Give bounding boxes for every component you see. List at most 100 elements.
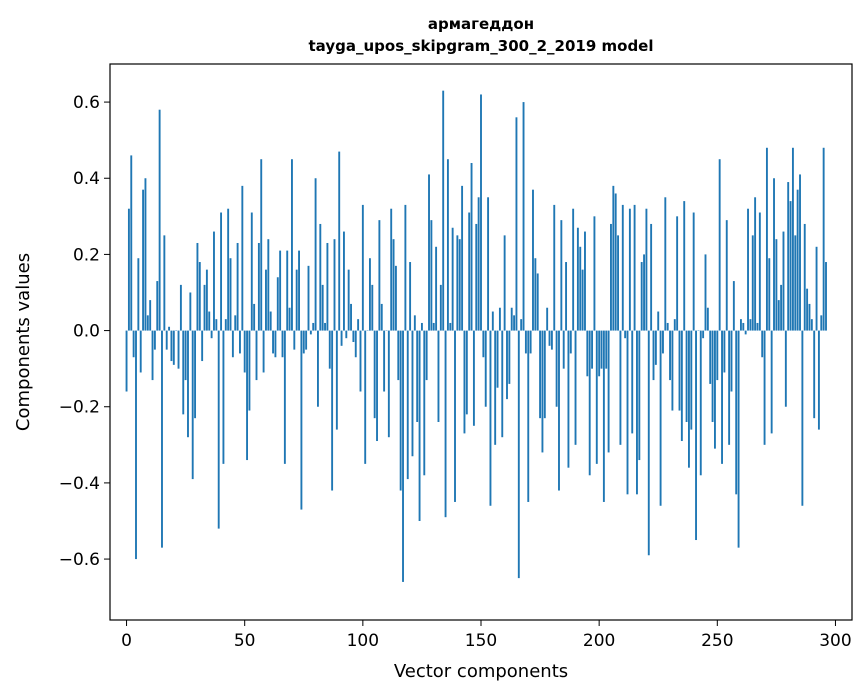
bar-83 xyxy=(321,284,324,331)
bar-68 xyxy=(286,250,289,331)
bar-199 xyxy=(595,330,598,464)
bar-158 xyxy=(498,307,501,331)
bar-165 xyxy=(515,117,518,331)
bar-234 xyxy=(678,330,681,411)
bar-28 xyxy=(191,330,194,480)
bar-152 xyxy=(484,330,487,407)
bar-191 xyxy=(576,227,579,331)
bar-293 xyxy=(817,330,820,430)
bar-44 xyxy=(229,258,232,331)
bar-73 xyxy=(298,250,300,331)
bar-87 xyxy=(331,330,334,491)
bar-99 xyxy=(359,330,362,392)
bar-250 xyxy=(716,330,719,381)
y-axis-ticks: −0.6 −0.4 −0.2 0.0 0.2 0.4 0.6 xyxy=(59,93,110,570)
bar-166 xyxy=(517,330,520,579)
bar-71 xyxy=(293,330,296,350)
bar-86 xyxy=(328,330,331,369)
bar-129 xyxy=(430,220,433,331)
bar-23 xyxy=(179,284,182,331)
bar-185 xyxy=(562,330,565,369)
bars-group xyxy=(125,90,827,582)
bar-37 xyxy=(213,231,215,331)
bar-148 xyxy=(475,223,478,331)
bar-138 xyxy=(451,227,454,331)
bar-245 xyxy=(704,254,707,331)
bar-70 xyxy=(291,159,293,331)
bar-160 xyxy=(503,235,506,331)
bar-263 xyxy=(747,208,749,331)
chart-title: армагеддон xyxy=(428,15,534,33)
bar-133 xyxy=(439,284,442,331)
bar-159 xyxy=(501,330,504,438)
y-tick-label: 0.0 xyxy=(73,322,100,342)
bar-261 xyxy=(742,322,745,331)
bar-255 xyxy=(728,330,731,445)
x-axis-ticks: 0 50 100 150 200 250 300 xyxy=(121,620,852,651)
bar-106 xyxy=(376,330,378,442)
bar-266 xyxy=(754,197,757,331)
bar-222 xyxy=(650,223,653,331)
x-tick-label: 300 xyxy=(819,631,851,651)
bar-2 xyxy=(130,155,133,331)
bar-94 xyxy=(347,269,350,331)
bar-115 xyxy=(397,330,400,381)
bar-151 xyxy=(482,330,485,358)
bar-200 xyxy=(598,330,601,377)
bar-251 xyxy=(718,159,721,331)
bar-283 xyxy=(794,235,797,331)
bar-189 xyxy=(572,208,575,331)
bar-204 xyxy=(607,330,610,453)
bar-91 xyxy=(340,330,343,346)
bar-145 xyxy=(468,212,471,331)
bar-119 xyxy=(406,330,409,480)
bar-20 xyxy=(172,330,175,365)
bar-246 xyxy=(706,307,709,331)
bar-146 xyxy=(470,163,473,331)
bar-214 xyxy=(631,330,634,434)
bar-175 xyxy=(539,330,542,419)
bar-5 xyxy=(137,258,140,331)
bar-194 xyxy=(584,231,586,331)
bar-249 xyxy=(714,330,716,449)
bar-59 xyxy=(265,269,267,331)
x-tick-label: 250 xyxy=(701,631,733,651)
bar-183 xyxy=(558,330,560,491)
bar-192 xyxy=(579,246,582,331)
bar-127 xyxy=(425,330,428,381)
bar-107 xyxy=(378,220,381,331)
bar-149 xyxy=(477,197,480,331)
y-tick-label: −0.6 xyxy=(59,550,100,570)
bar-126 xyxy=(423,330,426,476)
bar-294 xyxy=(820,315,823,331)
bar-264 xyxy=(749,319,752,331)
bar-247 xyxy=(709,330,712,384)
x-tick-label: 50 xyxy=(234,631,256,651)
bar-72 xyxy=(295,269,298,331)
bar-220 xyxy=(645,208,648,331)
bar-181 xyxy=(553,204,556,331)
bar-3 xyxy=(132,330,135,358)
bar-153 xyxy=(487,197,490,331)
bar-235 xyxy=(680,330,683,442)
bar-231 xyxy=(671,330,674,411)
bar-31 xyxy=(198,262,201,331)
bar-258 xyxy=(735,330,738,495)
bar-109 xyxy=(383,330,386,392)
bar-60 xyxy=(267,239,270,331)
bar-274 xyxy=(773,178,775,331)
bar-248 xyxy=(711,330,714,422)
bar-34 xyxy=(205,269,208,331)
x-tick-label: 150 xyxy=(465,631,497,651)
bar-125 xyxy=(420,322,423,331)
bar-256 xyxy=(730,330,733,392)
bar-63 xyxy=(274,330,277,358)
bar-286 xyxy=(801,330,804,506)
bar-118 xyxy=(404,204,407,331)
bar-53 xyxy=(250,212,253,331)
bar-40 xyxy=(220,212,223,331)
bar-17 xyxy=(165,330,168,350)
bar-25 xyxy=(184,330,187,381)
y-axis-label: Components values xyxy=(13,253,34,431)
bar-140 xyxy=(456,235,459,331)
